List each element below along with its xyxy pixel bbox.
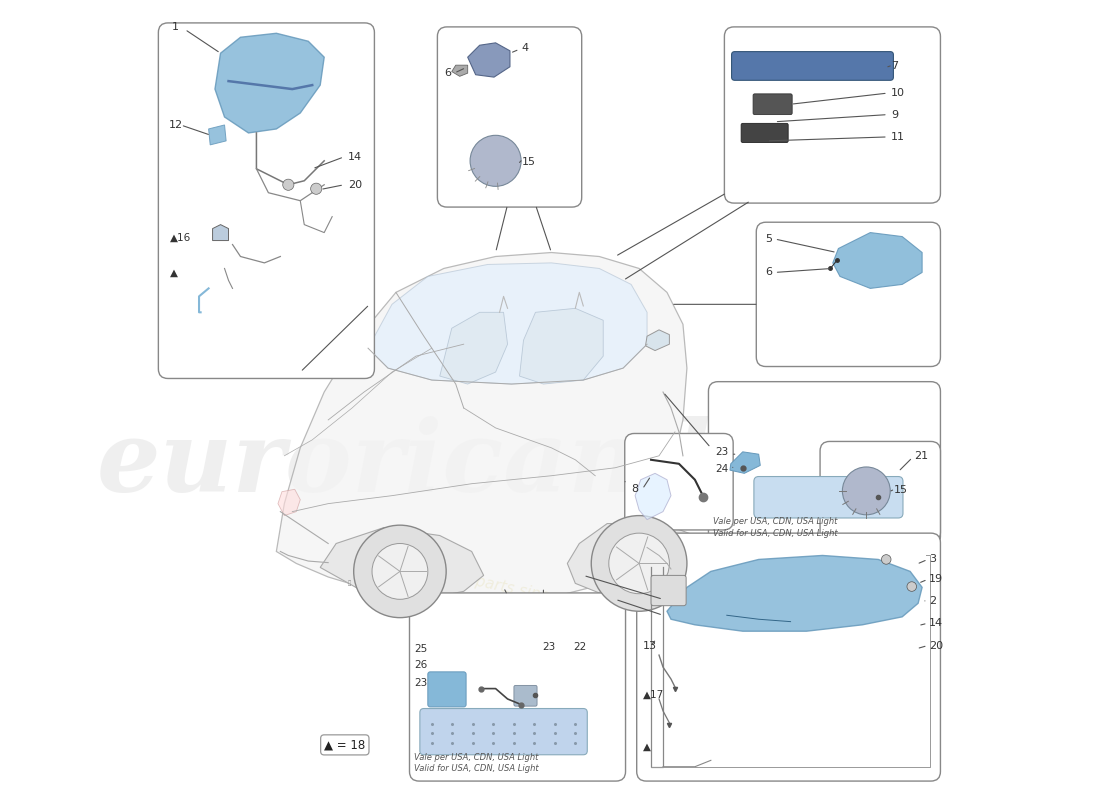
Text: 10: 10 bbox=[891, 88, 905, 98]
Text: 23: 23 bbox=[542, 642, 556, 652]
Polygon shape bbox=[519, 308, 603, 384]
Text: ▲16: ▲16 bbox=[170, 233, 191, 243]
Text: 6: 6 bbox=[766, 267, 772, 278]
Text: 15: 15 bbox=[521, 158, 536, 167]
FancyBboxPatch shape bbox=[741, 123, 789, 142]
Polygon shape bbox=[368, 263, 647, 384]
Circle shape bbox=[372, 543, 428, 599]
FancyBboxPatch shape bbox=[708, 382, 940, 546]
Polygon shape bbox=[276, 253, 686, 603]
Polygon shape bbox=[833, 233, 922, 288]
Text: 3: 3 bbox=[930, 554, 936, 565]
Polygon shape bbox=[440, 312, 507, 384]
Circle shape bbox=[608, 533, 670, 594]
Polygon shape bbox=[667, 555, 922, 631]
Circle shape bbox=[881, 554, 891, 564]
Text: 22: 22 bbox=[573, 642, 586, 652]
Text: 5: 5 bbox=[766, 234, 772, 244]
Text: 20: 20 bbox=[348, 180, 362, 190]
Text: ▲: ▲ bbox=[170, 267, 178, 278]
Polygon shape bbox=[568, 523, 707, 599]
Polygon shape bbox=[468, 43, 510, 77]
Text: 21: 21 bbox=[914, 451, 928, 461]
Polygon shape bbox=[646, 330, 670, 350]
Text: 20: 20 bbox=[930, 641, 944, 650]
Text: 23: 23 bbox=[415, 678, 428, 688]
FancyBboxPatch shape bbox=[725, 27, 940, 203]
Text: ▲: ▲ bbox=[644, 742, 651, 752]
Text: ▲ = 18: ▲ = 18 bbox=[324, 738, 365, 751]
FancyBboxPatch shape bbox=[409, 593, 626, 781]
Text: 8: 8 bbox=[631, 484, 638, 494]
FancyBboxPatch shape bbox=[754, 477, 903, 518]
Text: 9: 9 bbox=[891, 110, 898, 119]
Circle shape bbox=[470, 135, 521, 186]
Text: 14: 14 bbox=[930, 618, 944, 628]
Text: ⬛: ⬛ bbox=[348, 580, 351, 586]
Text: Valid for USA, CDN, USA Light: Valid for USA, CDN, USA Light bbox=[415, 764, 539, 773]
FancyBboxPatch shape bbox=[757, 222, 940, 366]
Circle shape bbox=[843, 467, 890, 515]
FancyBboxPatch shape bbox=[428, 672, 466, 707]
Text: 14: 14 bbox=[348, 152, 362, 162]
Text: 19: 19 bbox=[930, 574, 944, 584]
Text: 26: 26 bbox=[415, 661, 428, 670]
Polygon shape bbox=[635, 474, 671, 519]
FancyBboxPatch shape bbox=[651, 575, 686, 606]
Polygon shape bbox=[320, 527, 484, 599]
Text: 25: 25 bbox=[415, 644, 428, 654]
Polygon shape bbox=[278, 490, 300, 515]
Polygon shape bbox=[212, 225, 229, 241]
Text: 4: 4 bbox=[521, 42, 529, 53]
Circle shape bbox=[592, 515, 686, 611]
Circle shape bbox=[908, 582, 916, 591]
Text: 7: 7 bbox=[891, 61, 898, 71]
FancyBboxPatch shape bbox=[625, 434, 734, 530]
FancyBboxPatch shape bbox=[514, 686, 537, 706]
Text: 13: 13 bbox=[644, 641, 657, 650]
Text: 1: 1 bbox=[172, 22, 179, 32]
Polygon shape bbox=[452, 65, 468, 76]
Text: Vale per USA, CDN, USA Light: Vale per USA, CDN, USA Light bbox=[713, 518, 837, 526]
FancyBboxPatch shape bbox=[754, 94, 792, 114]
Text: 2: 2 bbox=[930, 596, 936, 606]
FancyBboxPatch shape bbox=[158, 23, 374, 378]
Text: 6: 6 bbox=[444, 68, 452, 78]
Text: euroricambi: euroricambi bbox=[97, 415, 782, 512]
FancyBboxPatch shape bbox=[420, 709, 587, 754]
Text: 15: 15 bbox=[894, 485, 909, 495]
Circle shape bbox=[354, 525, 447, 618]
Text: Valid for USA, CDN, USA Light: Valid for USA, CDN, USA Light bbox=[713, 529, 838, 538]
Text: a passion for parts since 1985: a passion for parts since 1985 bbox=[373, 552, 602, 614]
FancyBboxPatch shape bbox=[438, 27, 582, 207]
Text: 24: 24 bbox=[716, 463, 729, 474]
Circle shape bbox=[283, 179, 294, 190]
Text: ▲17: ▲17 bbox=[644, 690, 664, 700]
Polygon shape bbox=[730, 452, 760, 474]
FancyBboxPatch shape bbox=[637, 533, 940, 781]
Text: 23: 23 bbox=[716, 447, 729, 457]
Polygon shape bbox=[214, 34, 324, 133]
Text: 12: 12 bbox=[168, 120, 183, 130]
Text: 11: 11 bbox=[891, 132, 905, 142]
Text: Vale per USA, CDN, USA Light: Vale per USA, CDN, USA Light bbox=[415, 753, 539, 762]
Circle shape bbox=[310, 183, 322, 194]
FancyBboxPatch shape bbox=[732, 52, 893, 80]
Polygon shape bbox=[209, 125, 227, 145]
FancyBboxPatch shape bbox=[821, 442, 940, 542]
